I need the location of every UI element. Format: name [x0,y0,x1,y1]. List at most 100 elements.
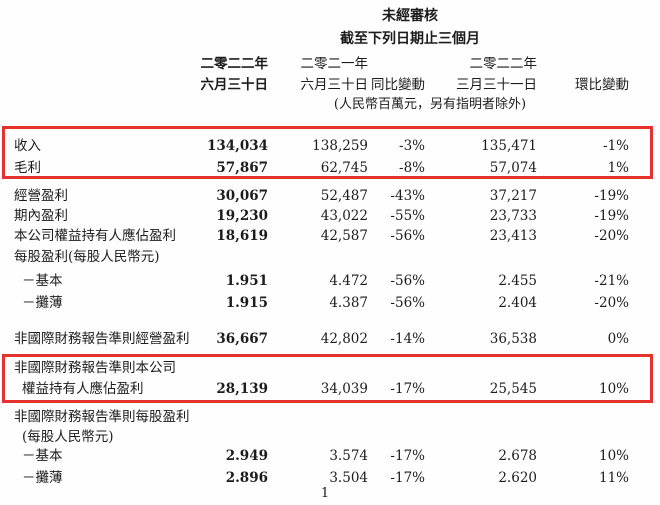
row-value-col2 [268,427,368,447]
column-header-5-line2: 環比變動 [575,77,629,93]
row-value-col3: -14% [390,331,425,347]
page-number: 1 [320,486,330,501]
table-row-non-ifrs-eps-basic: －基本 2.949 3.574 -17% 2.678 10% [0,446,660,466]
row-value-col1 [188,247,268,267]
row-value-col1: 57,867 [216,160,268,176]
row-value-col2: 34,039 [320,381,368,397]
column-headers-date-row: 六月三十日 六月三十日 同比變動 三月三十一日 環比變動 [0,75,660,95]
highlight-box-revenue-gross-profit [2,126,653,179]
row-value-col2 [268,407,368,427]
column-header-4-line1: 二零二二年 [469,56,538,72]
table-title: 未經審核 [382,8,438,24]
row-value-col3: -56% [390,228,425,244]
row-value-col1: 28,139 [216,381,268,397]
row-value-col1: 1.951 [225,273,268,289]
row-value-col4: 23,413 [489,228,537,244]
row-value-col2: 4.472 [329,273,368,289]
row-value-col1: 19,230 [216,208,268,224]
row-value-col1: 134,034 [206,138,268,154]
row-value-col3: -56% [390,273,425,289]
row-value-col2: 3.504 [329,470,368,486]
row-value-col3: -17% [390,381,425,397]
table-subtitle: 截至下列日期止三個月 [340,31,480,47]
row-label: (每股人民幣元) [22,429,114,445]
row-value-col3: -43% [390,188,425,204]
row-value-col4: 135,471 [481,138,537,154]
row-value-col5: 10% [598,381,629,397]
table-row-revenue: 收入 134,034 138,259 -3% 135,471 -1% [0,136,660,156]
row-value-col2: 42,802 [320,331,368,347]
row-value-col1: 2.896 [225,470,268,486]
row-label: 期內盈利 [14,208,68,224]
row-value-col2: 4.387 [329,295,368,311]
row-value-col2: 43,022 [320,208,368,224]
column-headers-year-row: 二零二二年 二零二一年 二零二二年 [0,54,660,74]
row-label: －攤薄 [22,470,63,486]
row-value-col5: -20% [594,228,629,244]
row-value-col5: 10% [598,448,629,464]
table-row-non-ifrs-equity-holders-line1: 非國際財務報告準則本公司 [0,358,660,378]
header-spacer [0,54,188,74]
row-value-col4: 23,733 [489,208,537,224]
row-value-col5: -19% [594,208,629,224]
row-value-col3 [368,427,425,447]
column-header-1-line1: 二零二二年 [200,56,269,72]
row-label: 權益持有人應佔盈利 [22,381,144,397]
row-value-col4: 2.620 [498,470,537,486]
row-value-col5: 11% [598,470,629,486]
column-header-3-line2: 同比變動 [371,77,425,93]
row-value-col1 [188,427,268,447]
row-value-col4 [425,407,537,427]
row-value-col1: 2.949 [225,448,268,464]
table-row-eps-diluted: －攤薄 1.915 4.387 -56% 2.404 -20% [0,293,660,313]
row-value-col2: 3.574 [329,448,368,464]
row-label: 毛利 [14,160,41,176]
row-label: －基本 [22,448,63,464]
row-value-col3: -55% [390,208,425,224]
row-value-col5 [537,427,629,447]
row-value-col1: 36,667 [216,331,268,347]
row-value-col3: -8% [399,160,425,176]
row-label: 本公司權益持有人應佔盈利 [14,228,176,244]
row-value-col5 [537,247,629,267]
row-label: －攤薄 [22,295,63,311]
row-value-col5: -1% [603,138,629,154]
row-value-col5: -19% [594,188,629,204]
table-row-non-ifrs-equity-holders-line2: 權益持有人應佔盈利 28,139 34,039 -17% 25,545 10% [0,379,660,399]
row-value-col3: -3% [399,138,425,154]
table-row-profit-for-period: 期內盈利 19,230 43,022 -55% 23,733 -19% [0,206,660,226]
column-header-3-line1 [368,54,425,74]
row-value-col4: 2.455 [498,273,537,289]
row-value-col4: 2.678 [498,448,537,464]
table-row-operating-profit: 經營盈利 30,067 52,487 -43% 37,217 -19% [0,186,660,206]
row-value-col5 [537,407,629,427]
row-value-col3: -56% [390,295,425,311]
row-value-col4: 25,545 [489,381,537,397]
row-value-col2: 62,745 [320,160,368,176]
row-label: 每股盈利(每股人民幣元) [14,249,160,265]
row-label: 經營盈利 [14,188,68,204]
row-value-col2: 138,259 [312,138,368,154]
column-header-4-line2: 三月三十一日 [456,77,537,93]
table-row-eps-basic: －基本 1.951 4.472 -56% 2.455 -21% [0,271,660,291]
header-spacer [0,75,188,95]
row-value-col3 [368,247,425,267]
row-value-col3 [368,407,425,427]
row-value-col2: 42,587 [320,228,368,244]
row-value-col2: 52,487 [320,188,368,204]
row-value-col5: -20% [594,295,629,311]
table-row-gross-profit: 毛利 57,867 62,745 -8% 57,074 1% [0,158,660,178]
table-row-equity-holders-profit: 本公司權益持有人應佔盈利 18,619 42,587 -56% 23,413 -20% [0,226,660,246]
row-label: 非國際財務報告準則本公司 [14,360,176,376]
row-value-col1: 1.915 [225,295,268,311]
row-value-col5: 1% [607,160,629,176]
row-value-col2 [268,247,368,267]
row-label: 非國際財務報告準則每股盈利 [14,409,190,425]
row-value-col3: -17% [390,448,425,464]
column-header-2-line2: 六月三十日 [300,77,369,93]
row-value-col5: -21% [594,273,629,289]
column-header-5-line1 [537,54,629,74]
row-value-col4: 2.404 [498,295,537,311]
row-value-col4 [425,247,537,267]
